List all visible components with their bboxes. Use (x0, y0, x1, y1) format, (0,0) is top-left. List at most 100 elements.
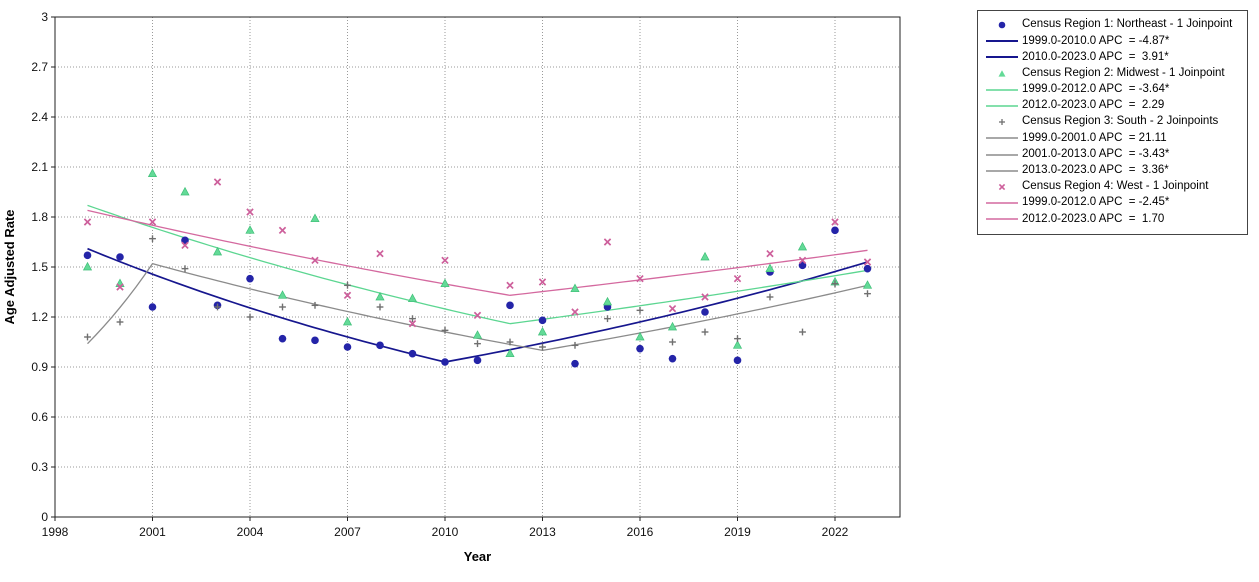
y-tick-label: 0.9 (31, 360, 48, 374)
midwest-point-2009 (407, 293, 418, 303)
legend-label: Census Region 3: South - 2 Joinpoints (1022, 115, 1219, 128)
x-tick-label: 2010 (432, 525, 459, 539)
northeast-point-2018 (701, 308, 709, 316)
west-point-2007 (343, 291, 352, 300)
legend-label: 2012.0-2023.0 APC = 1.70 (1022, 212, 1165, 225)
legend-item-south-segment-0: 1999.0-2001.0 APC = 21.11 (982, 130, 1243, 146)
fitted-line-midwest-1 (509, 269, 868, 325)
midwest-point-2003 (212, 246, 223, 256)
midwest-point-2018 (700, 251, 710, 261)
south-point-2002 (181, 265, 189, 273)
legend-item-northeast: Census Region 1: Northeast - 1 Joinpoint (982, 17, 1243, 33)
west-point-2016 (636, 274, 644, 283)
midwest-point-2001 (147, 168, 158, 178)
south-point-2021 (799, 328, 806, 336)
south-point-2019 (734, 335, 741, 343)
legend-item-northeast-segment-0: 1999.0-2010.0 APC = -4.87* (982, 33, 1243, 49)
legend-item-south-segment-2: 2013.0-2023.0 APC = 3.36* (982, 163, 1243, 179)
south-point-2010 (441, 326, 449, 334)
legend-label: 2013.0-2023.0 APC = 3.36* (1022, 164, 1169, 177)
south-marker-icon (999, 119, 1005, 126)
x-tick-label: 2016 (627, 525, 654, 539)
midwest-point-2007 (342, 316, 353, 326)
west-point-2006 (311, 256, 319, 265)
y-tick-label: 1.8 (31, 210, 48, 224)
midwest-point-2000 (115, 278, 125, 288)
midwest-point-2019 (732, 340, 743, 349)
south-point-2022 (831, 280, 839, 288)
northeast-point-2023 (863, 264, 872, 273)
midwest-point-2021 (797, 241, 808, 251)
south-point-2016 (636, 306, 644, 314)
midwest-point-2016 (635, 331, 645, 341)
south-point-2003 (214, 303, 221, 311)
northeast-point-2013 (538, 316, 547, 325)
legend-label: 2001.0-2013.0 APC = -3.43* (1022, 147, 1170, 160)
y-tick-label: 2.4 (31, 110, 48, 124)
northeast-point-2017 (668, 354, 677, 363)
south-point-2017 (669, 338, 676, 346)
legend-label: 1999.0-2001.0 APC = 21.11 (1022, 131, 1167, 144)
west-marker-icon (998, 183, 1006, 191)
northeast-point-2010 (441, 358, 449, 366)
x-tick-label: 2013 (529, 525, 556, 539)
west-point-2011 (473, 311, 482, 320)
legend-label: Census Region 2: Midwest - 1 Joinpoint (1022, 66, 1225, 79)
midwest-point-2006 (310, 213, 320, 223)
northeast-marker-icon (998, 21, 1006, 29)
south-point-2006 (311, 301, 319, 309)
x-tick-label: 1998 (42, 525, 69, 539)
legend-label: Census Region 4: West - 1 Joinpoint (1022, 180, 1209, 193)
northeast-point-2012 (506, 301, 514, 310)
west-point-2003 (213, 178, 222, 186)
northeast-point-2008 (376, 341, 384, 350)
northeast-point-2004 (246, 274, 254, 283)
south-point-2015 (604, 315, 611, 323)
south-point-2012 (506, 338, 514, 346)
y-tick-label: 2.7 (31, 60, 48, 74)
south-point-2009 (409, 315, 416, 323)
south-point-2004 (246, 313, 254, 321)
legend-item-northeast-segment-1: 2010.0-2023.0 APC = 3.91* (982, 49, 1243, 65)
west-point-2019 (733, 274, 742, 283)
west-point-2017 (668, 304, 677, 313)
south-point-2023 (864, 290, 871, 298)
legend-item-west: Census Region 4: West - 1 Joinpoint (982, 179, 1243, 195)
fitted-line-midwest-0 (87, 204, 511, 325)
y-axis-title: Age Adjusted Rate (2, 209, 17, 324)
fitted-line-west-0 (87, 209, 511, 296)
south-point-2001 (149, 235, 156, 243)
west-point-2001 (148, 218, 157, 226)
south-point-2013 (539, 343, 546, 351)
legend-box: Census Region 1: Northeast - 1 Joinpoint… (977, 10, 1248, 236)
south-point-2008 (376, 303, 384, 311)
northeast-point-2011 (473, 356, 482, 365)
west-point-1999 (83, 218, 92, 226)
midwest-point-2008 (375, 291, 385, 301)
south-point-2018 (701, 328, 709, 336)
west-point-2008 (376, 249, 384, 258)
legend-item-midwest-segment-0: 1999.0-2012.0 APC = -3.64* (982, 82, 1243, 98)
south-point-2000 (116, 318, 124, 326)
midwest-point-2002 (180, 186, 190, 196)
northeast-point-2019 (733, 356, 742, 365)
west-point-2013 (538, 278, 547, 286)
y-tick-label: 1.2 (31, 310, 48, 324)
legend-label: 1999.0-2012.0 APC = -3.64* (1022, 83, 1170, 96)
y-tick-label: 0.3 (31, 460, 48, 474)
midwest-marker-icon (998, 69, 1006, 77)
west-point-2012 (506, 281, 514, 290)
northeast-point-2005 (278, 334, 287, 343)
west-point-2018 (701, 293, 709, 301)
x-tick-label: 2007 (334, 525, 361, 539)
northeast-point-2009 (408, 349, 417, 358)
west-point-2002 (181, 241, 189, 250)
legend-item-south: Census Region 3: South - 2 Joinpoints (982, 114, 1243, 130)
legend-item-midwest: Census Region 2: Midwest - 1 Joinpoint (982, 66, 1243, 82)
legend-label: 1999.0-2010.0 APC = -4.87* (1022, 34, 1170, 47)
midwest-point-2023 (862, 280, 873, 289)
south-point-1999 (84, 333, 91, 341)
west-point-2004 (246, 208, 254, 216)
